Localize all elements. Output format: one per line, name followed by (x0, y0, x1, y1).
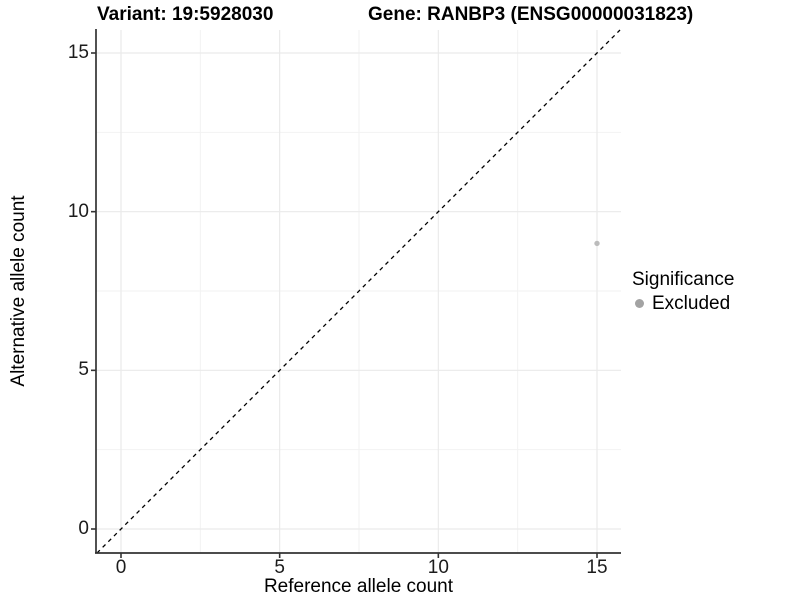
x-tick-label: 10 (427, 557, 449, 578)
legend: Significance Excluded (632, 269, 734, 314)
legend-title: Significance (632, 269, 735, 290)
legend-item: Excluded (632, 292, 734, 314)
data-point (594, 240, 600, 247)
plot-title-gene: Gene: RANBP3 (ENSG00000031823) (368, 4, 694, 25)
y-tick-label: 5 (78, 359, 89, 381)
x-tick-label: 15 (586, 557, 608, 578)
y-tick-label: 15 (67, 42, 89, 63)
y-tick-label: 10 (67, 200, 89, 222)
x-tick-label: 0 (115, 557, 127, 578)
x-tick-label: 5 (274, 557, 285, 578)
legend-items: Excluded (632, 292, 734, 314)
x-axis-title: Reference allele count (263, 576, 454, 597)
y-axis-title: Alternative allele count (8, 195, 29, 387)
y-tick-label: 0 (78, 518, 89, 539)
legend-key-dot-icon (635, 298, 644, 308)
legend-item-label: Excluded (652, 292, 731, 314)
plot-title-variant: Variant: 19:5928030 (97, 4, 274, 25)
identity-dashed-line (96, 29, 621, 554)
